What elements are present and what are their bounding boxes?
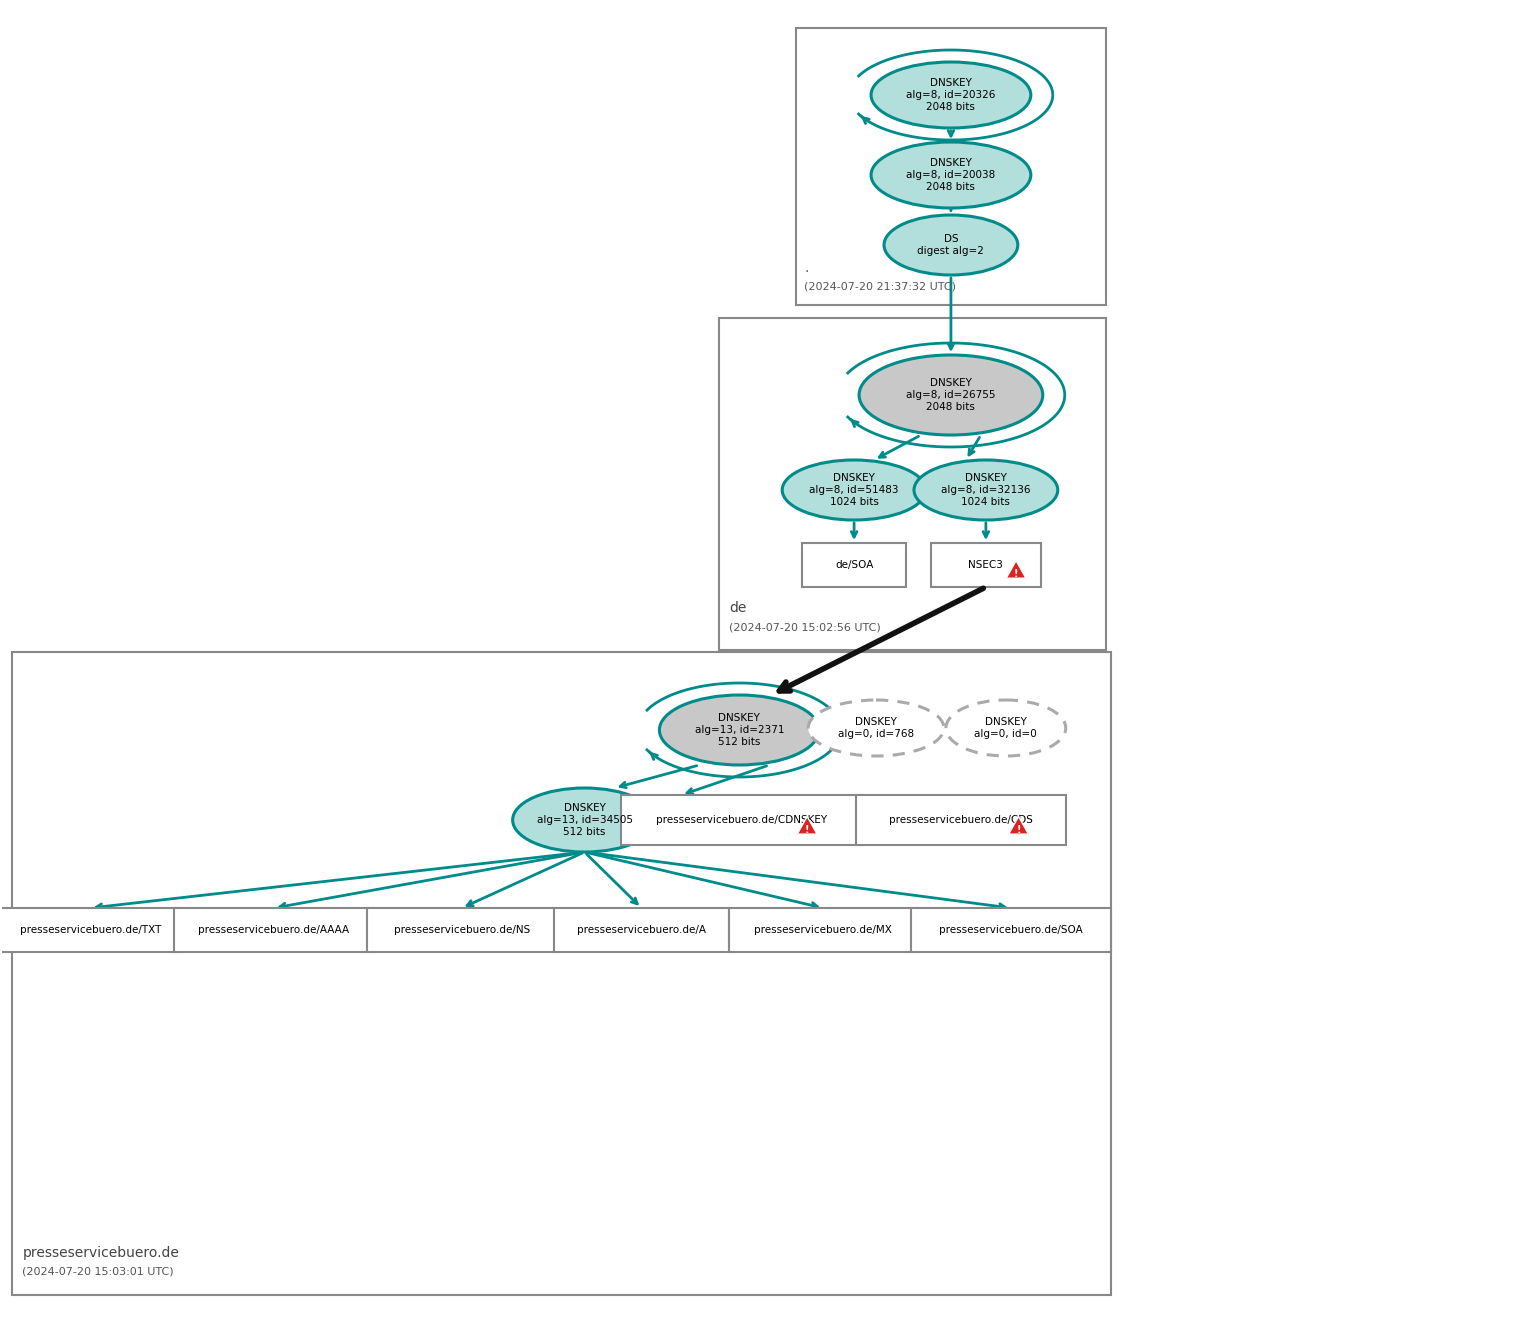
Text: presseservicebuero.de/SOA: presseservicebuero.de/SOA [939, 926, 1082, 935]
FancyBboxPatch shape [910, 908, 1111, 952]
Text: presseservicebuero.de/MX: presseservicebuero.de/MX [754, 926, 892, 935]
Text: DNSKEY
alg=13, id=34505
512 bits: DNSKEY alg=13, id=34505 512 bits [537, 804, 632, 837]
Text: DS
digest alg=2: DS digest alg=2 [918, 235, 985, 256]
Text: de/SOA: de/SOA [834, 560, 874, 570]
Ellipse shape [945, 700, 1066, 756]
Ellipse shape [809, 700, 944, 756]
Bar [12, 652, 1111, 1296]
Text: presseservicebuero.de/A: presseservicebuero.de/A [578, 926, 705, 935]
FancyBboxPatch shape [366, 908, 556, 952]
Text: (2024-07-20 15:03:01 UTC): (2024-07-20 15:03:01 UTC) [23, 1268, 175, 1277]
Ellipse shape [660, 695, 819, 765]
FancyBboxPatch shape [622, 796, 862, 845]
Text: de: de [730, 601, 746, 615]
Text: DNSKEY
alg=8, id=51483
1024 bits: DNSKEY alg=8, id=51483 1024 bits [809, 473, 898, 507]
Text: presseservicebuero.de/TXT: presseservicebuero.de/TXT [20, 926, 161, 935]
Text: DNSKEY
alg=8, id=26755
2048 bits: DNSKEY alg=8, id=26755 2048 bits [906, 378, 996, 411]
FancyBboxPatch shape [930, 544, 1041, 587]
FancyBboxPatch shape [175, 908, 374, 952]
Text: DNSKEY
alg=13, id=2371
512 bits: DNSKEY alg=13, id=2371 512 bits [695, 713, 784, 747]
Text: presseservicebuero.de: presseservicebuero.de [23, 1246, 179, 1260]
FancyBboxPatch shape [730, 908, 917, 952]
Text: !: ! [1014, 569, 1018, 578]
Bar [796, 28, 1105, 305]
FancyBboxPatch shape [803, 544, 906, 587]
Ellipse shape [512, 788, 657, 853]
Text: DNSKEY
alg=8, id=20038
2048 bits: DNSKEY alg=8, id=20038 2048 bits [906, 158, 996, 191]
Text: DNSKEY
alg=8, id=32136
1024 bits: DNSKEY alg=8, id=32136 1024 bits [941, 473, 1031, 507]
FancyBboxPatch shape [553, 908, 730, 952]
Ellipse shape [885, 215, 1018, 274]
Text: (2024-07-20 21:37:32 UTC): (2024-07-20 21:37:32 UTC) [804, 281, 956, 290]
Text: NSEC3: NSEC3 [968, 560, 1003, 570]
Bar [719, 318, 1105, 650]
Ellipse shape [871, 62, 1031, 129]
Text: presseservicebuero.de/AAAA: presseservicebuero.de/AAAA [199, 926, 350, 935]
Text: DNSKEY
alg=8, id=20326
2048 bits: DNSKEY alg=8, id=20326 2048 bits [906, 78, 996, 111]
FancyBboxPatch shape [856, 796, 1066, 845]
Ellipse shape [783, 460, 926, 520]
Text: presseservicebuero.de/CDNSKEY: presseservicebuero.de/CDNSKEY [655, 815, 827, 825]
FancyBboxPatch shape [0, 908, 181, 952]
Polygon shape [798, 817, 818, 834]
Text: !: ! [806, 825, 810, 834]
Polygon shape [1006, 561, 1026, 578]
Text: DNSKEY
alg=0, id=0: DNSKEY alg=0, id=0 [974, 717, 1037, 739]
Text: .: . [804, 261, 809, 274]
Ellipse shape [871, 142, 1031, 208]
Ellipse shape [914, 460, 1058, 520]
Text: DNSKEY
alg=0, id=768: DNSKEY alg=0, id=768 [838, 717, 914, 739]
Text: presseservicebuero.de/CDS: presseservicebuero.de/CDS [889, 815, 1034, 825]
Text: presseservicebuero.de/NS: presseservicebuero.de/NS [394, 926, 530, 935]
Text: !: ! [1017, 825, 1021, 834]
Text: (2024-07-20 15:02:56 UTC): (2024-07-20 15:02:56 UTC) [730, 622, 882, 633]
Polygon shape [1009, 817, 1029, 834]
Ellipse shape [859, 355, 1043, 435]
